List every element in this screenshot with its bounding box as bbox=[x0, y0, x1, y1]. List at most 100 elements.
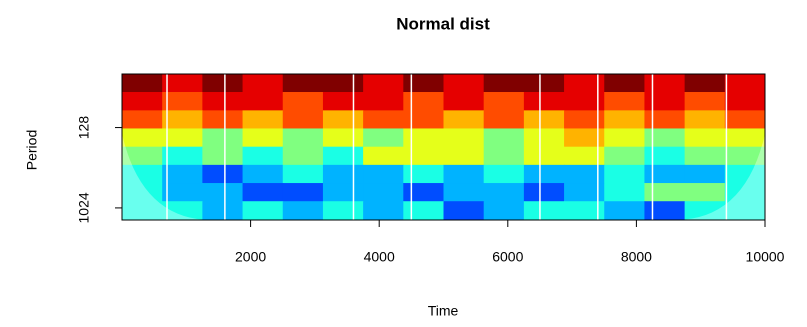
heat-cell bbox=[122, 201, 163, 220]
heat-cell bbox=[122, 183, 163, 202]
heat-cell bbox=[242, 146, 284, 166]
heat-cell bbox=[684, 110, 726, 129]
y-axis-label: Period bbox=[24, 130, 40, 170]
heat-cell bbox=[282, 164, 324, 184]
heat-cell bbox=[363, 164, 404, 184]
heat-cell bbox=[282, 92, 324, 111]
heat-cell bbox=[162, 183, 203, 202]
heat-cell bbox=[724, 146, 765, 166]
heat-cell bbox=[363, 183, 404, 202]
heat-cell bbox=[724, 92, 765, 111]
heat-cell bbox=[684, 74, 726, 93]
heat-cell bbox=[684, 201, 726, 220]
heat-cell bbox=[242, 128, 284, 148]
heat-cell bbox=[724, 183, 765, 202]
heat-cell bbox=[322, 183, 364, 202]
plot-frame bbox=[121, 73, 766, 221]
heat-cell bbox=[604, 146, 645, 166]
heat-cell bbox=[724, 128, 765, 148]
heat-cell bbox=[443, 110, 485, 129]
x-axis-label: Time bbox=[428, 303, 459, 319]
heat-cell bbox=[684, 146, 726, 166]
heat-cell bbox=[162, 74, 203, 93]
heat-cell bbox=[242, 74, 284, 93]
heat-cell bbox=[644, 110, 686, 129]
heat-cell bbox=[483, 74, 525, 93]
heat-cell bbox=[684, 164, 726, 184]
heat-cell bbox=[644, 164, 686, 184]
heat-cell bbox=[403, 74, 444, 93]
heat-cell bbox=[282, 128, 324, 148]
heat-cell bbox=[684, 128, 726, 148]
heat-cell bbox=[564, 92, 605, 111]
heat-cell bbox=[282, 146, 324, 166]
heat-cell bbox=[282, 74, 324, 93]
heat-cell bbox=[523, 183, 565, 202]
heat-cell bbox=[724, 164, 765, 184]
heat-cell bbox=[162, 146, 203, 166]
heat-cell bbox=[162, 92, 203, 111]
heat-cell bbox=[122, 146, 163, 166]
heat-cell bbox=[564, 128, 605, 148]
heat-cell bbox=[604, 74, 645, 93]
heat-cell bbox=[443, 92, 485, 111]
heat-cell bbox=[202, 110, 244, 129]
heat-cell bbox=[724, 201, 765, 220]
heat-cell bbox=[122, 164, 163, 184]
heat-cell bbox=[122, 92, 163, 111]
heat-cell bbox=[202, 201, 244, 220]
x-tick-label: 6000 bbox=[492, 249, 523, 265]
heat-cell bbox=[564, 74, 605, 93]
heatmap bbox=[122, 74, 765, 220]
heat-cell bbox=[443, 74, 485, 93]
heat-cell bbox=[443, 128, 485, 148]
y-tick-label: 128 bbox=[76, 116, 92, 140]
heat-cell bbox=[483, 201, 525, 220]
heat-cell bbox=[443, 183, 485, 202]
heat-cell bbox=[604, 183, 645, 202]
heat-cell bbox=[322, 74, 364, 93]
heat-cell bbox=[403, 128, 444, 148]
heat-cell bbox=[363, 146, 404, 166]
heat-cell bbox=[363, 201, 404, 220]
heat-cell bbox=[684, 92, 726, 111]
heat-cell bbox=[564, 164, 605, 184]
heat-cell bbox=[523, 164, 565, 184]
heat-cell bbox=[604, 128, 645, 148]
heat-cell bbox=[564, 110, 605, 129]
y-tick-label: 1024 bbox=[76, 192, 92, 223]
heat-cell bbox=[604, 201, 645, 220]
heat-cell bbox=[202, 128, 244, 148]
heat-cell bbox=[483, 92, 525, 111]
heat-cell bbox=[202, 146, 244, 166]
heat-cell bbox=[523, 201, 565, 220]
x-tick-label: 10000 bbox=[746, 249, 785, 265]
heat-cell bbox=[403, 201, 444, 220]
x-tick-label: 2000 bbox=[235, 249, 266, 265]
heat-cell bbox=[403, 164, 444, 184]
heat-cell bbox=[202, 92, 244, 111]
heat-cell bbox=[483, 183, 525, 202]
heat-cell bbox=[403, 92, 444, 111]
heat-cell bbox=[604, 164, 645, 184]
heat-cell bbox=[483, 146, 525, 166]
heat-cell bbox=[322, 146, 364, 166]
heat-cell bbox=[483, 110, 525, 129]
heat-cell bbox=[162, 128, 203, 148]
heat-cell bbox=[162, 201, 203, 220]
heat-cell bbox=[282, 201, 324, 220]
heat-cell bbox=[443, 164, 485, 184]
heat-cell bbox=[322, 92, 364, 111]
x-tick-label: 8000 bbox=[621, 249, 652, 265]
heat-cell bbox=[523, 110, 565, 129]
heat-cell bbox=[322, 110, 364, 129]
heat-cell bbox=[604, 92, 645, 111]
heat-cell bbox=[282, 110, 324, 129]
heat-cell bbox=[443, 146, 485, 166]
heat-cell bbox=[363, 128, 404, 148]
heat-cell bbox=[122, 74, 163, 93]
heat-cell bbox=[483, 128, 525, 148]
heat-cell bbox=[202, 164, 244, 184]
heat-cell bbox=[242, 201, 284, 220]
